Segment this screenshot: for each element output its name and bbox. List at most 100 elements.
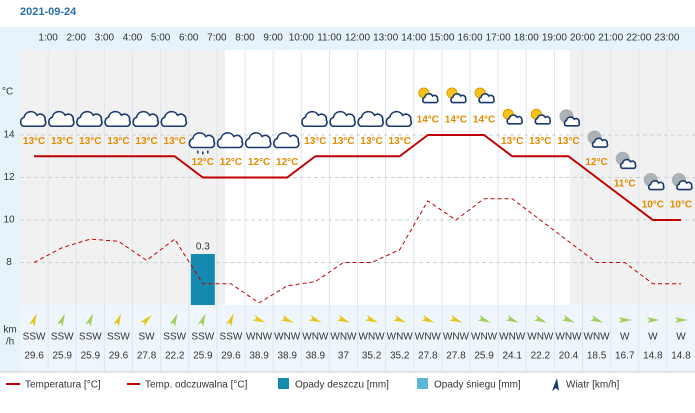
- temp-line: [34, 134, 681, 221]
- temp-label: 13°C: [360, 136, 382, 147]
- wind-arrow: [364, 314, 379, 323]
- hour-label: 6:00: [179, 33, 199, 44]
- cloud-icon: [104, 110, 131, 128]
- temp-label: 12°C: [248, 157, 270, 168]
- hour-label: 9:00: [263, 33, 283, 44]
- wind-direction: WNW: [387, 332, 414, 343]
- temp-label: 13°C: [107, 136, 129, 147]
- wind-arrow: [140, 315, 152, 327]
- legend: Temperatura [°C] Temp. odczuwalna [°C] O…: [6, 378, 620, 391]
- wind-speed: 24.1: [502, 351, 522, 362]
- wind-direction: SSW: [23, 332, 46, 343]
- cloud-icon: [534, 114, 552, 125]
- wind-speed: 25.9: [474, 351, 494, 362]
- wind-speed: 22.2: [531, 351, 551, 362]
- wind-speed: 25.9: [81, 351, 101, 362]
- temp-label: 10°C: [670, 200, 692, 211]
- wind-direction: WNW: [359, 332, 386, 343]
- wind-direction: SSW: [79, 332, 102, 343]
- cloud-icon: [329, 110, 356, 128]
- temp-label: 12°C: [276, 157, 298, 168]
- hour-label: 13:00: [373, 33, 398, 44]
- wind-arrow: [252, 314, 266, 323]
- wind-speed: 25.9: [193, 351, 213, 362]
- wind-direction: SSW: [220, 332, 243, 343]
- temp-label: 13°C: [23, 136, 45, 147]
- legend-swatch: [417, 378, 428, 389]
- temp-label: 13°C: [135, 136, 157, 147]
- wind-speed: 38.9: [249, 351, 269, 362]
- wind-arrow: [28, 313, 37, 327]
- wind-arrow: [85, 313, 93, 327]
- wind-direction: WNW: [330, 332, 357, 343]
- y-tick-label: 12: [3, 172, 15, 183]
- legend-label: Temperatura [°C]: [25, 380, 101, 391]
- wind-direction: SSW: [163, 332, 186, 343]
- hour-label: 2:00: [67, 33, 87, 44]
- wind-arrow: [449, 314, 463, 323]
- wind-arrow: [336, 314, 350, 323]
- temp-label: 13°C: [389, 136, 411, 147]
- hour-label: 18:00: [514, 33, 539, 44]
- temp-label: 14°C: [445, 115, 467, 126]
- wind-direction: SW: [139, 332, 156, 343]
- wind-direction: W: [620, 332, 630, 343]
- wind-arrow: [618, 317, 632, 323]
- temp-label: 13°C: [332, 136, 354, 147]
- cloud-icon: [385, 110, 413, 128]
- hour-label: 12:00: [345, 33, 370, 44]
- hour-label: 19:00: [542, 33, 567, 44]
- cloud-icon: [132, 110, 159, 128]
- wind-arrow: [561, 314, 575, 323]
- legend-label: Opady śniegu [mm]: [434, 380, 521, 391]
- wind-direction: WNW: [499, 332, 526, 343]
- cloud-icon: [619, 158, 637, 170]
- temp-label: 13°C: [79, 136, 101, 147]
- legend-label: Wiatr [km/h]: [566, 380, 620, 391]
- wind-arrow: [533, 314, 547, 323]
- temp-label: 14°C: [473, 115, 495, 126]
- wind-arrow: [225, 313, 234, 327]
- temp-label: 11°C: [614, 178, 636, 189]
- wind-arrow: [57, 313, 65, 327]
- hour-label: 15:00: [429, 33, 454, 44]
- wind-speed: 20.4: [559, 351, 579, 362]
- wind-speed: 37: [338, 351, 350, 362]
- cloud-icon: [160, 110, 188, 128]
- hour-label: 11:00: [317, 33, 342, 44]
- wind-speed: 38.9: [277, 351, 297, 362]
- temp-label: 13°C: [557, 136, 579, 147]
- wind-direction: WNW: [302, 332, 329, 343]
- cloud-icon: [48, 110, 75, 128]
- hour-label: 16:00: [457, 33, 482, 44]
- temp-label: 12°C: [220, 157, 242, 168]
- wind-arrow: [169, 313, 178, 327]
- wind-direction: WNW: [471, 332, 498, 343]
- wind-direction: WNW: [555, 332, 582, 343]
- hour-label: 21:00: [598, 33, 623, 44]
- cloud-icon: [422, 93, 439, 104]
- hour-label: 5:00: [151, 33, 171, 44]
- temp-label: 13°C: [501, 136, 523, 147]
- legend-swatch: [278, 378, 289, 389]
- legend-swatch: [552, 378, 559, 391]
- cloud-icon: [301, 110, 328, 128]
- feel-line: [33, 198, 681, 304]
- wind-speed: 27.8: [137, 351, 157, 362]
- wind-speed: 27.8: [446, 351, 466, 362]
- legend-label: Opady deszczu [mm]: [295, 380, 389, 391]
- hour-label: 3:00: [95, 33, 115, 44]
- wind-speed: 25.9: [52, 351, 72, 362]
- wind-direction: W: [648, 332, 658, 343]
- cloud-icon: [506, 114, 523, 125]
- y-unit: °C: [2, 87, 13, 98]
- precip-label: 0.3: [196, 242, 210, 253]
- cloud-icon: [357, 110, 384, 128]
- wind-unit: km: [3, 325, 16, 336]
- wind-speed: 14.8: [671, 351, 691, 362]
- y-tick-label: 10: [3, 215, 15, 226]
- wind-arrow: [589, 314, 604, 323]
- wind-speed: 38.9: [306, 351, 326, 362]
- hour-label: 1:00: [38, 33, 58, 44]
